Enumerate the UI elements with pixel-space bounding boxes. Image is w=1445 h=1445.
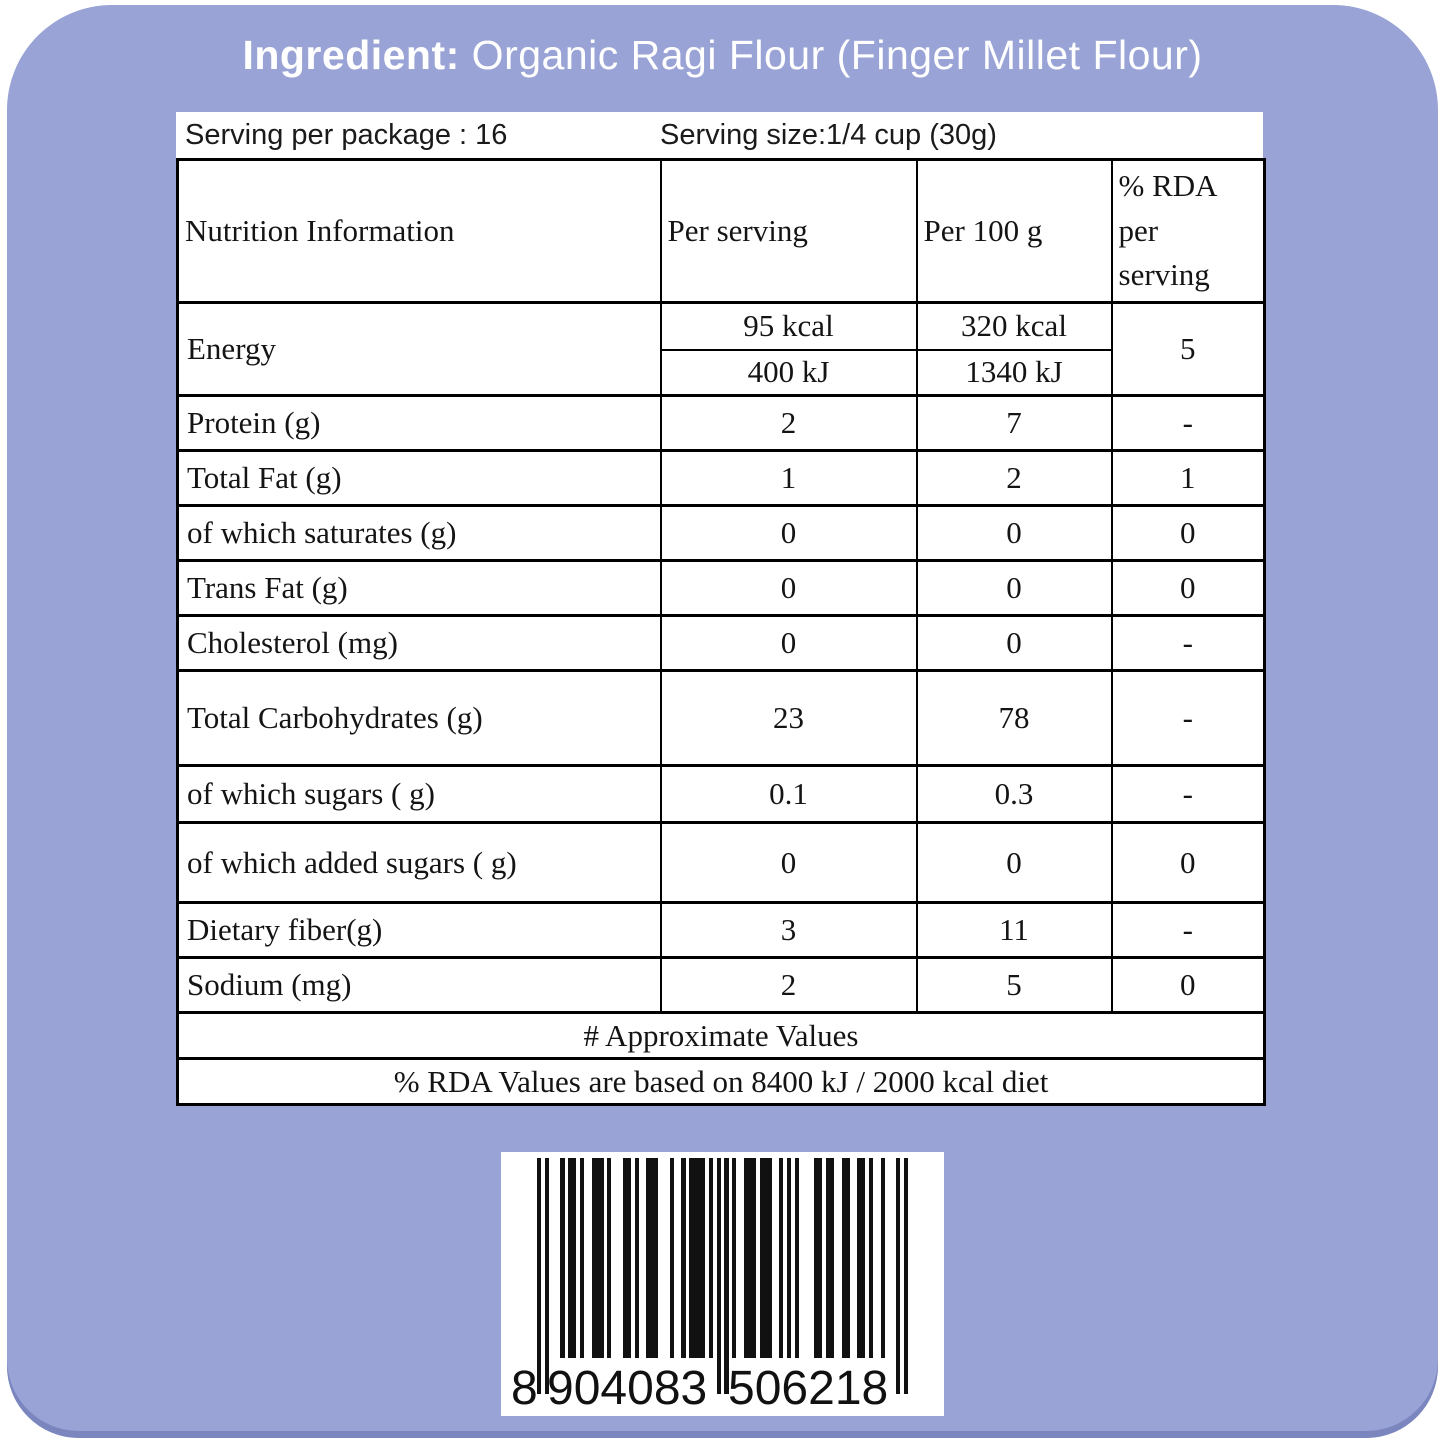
nutrition-table: Nutrition Information Per serving Per 10… xyxy=(176,158,1266,1106)
footnote-approximate-values: # Approximate Values xyxy=(176,1011,1266,1060)
row-per-100g: 11 xyxy=(915,901,1113,959)
row-per-100g: 0 xyxy=(915,559,1113,617)
row-per-100g: 0 xyxy=(915,504,1113,562)
row-rda: - xyxy=(1110,394,1266,452)
row-label: Trans Fat (g) xyxy=(176,559,662,617)
table-row-sugars: of which sugars ( g) 0.1 0.3 - xyxy=(176,764,1266,824)
row-label: of which saturates (g) xyxy=(176,504,662,562)
row-rda: - xyxy=(1110,614,1266,672)
table-footnote-approximate: # Approximate Values xyxy=(176,1011,1266,1060)
row-label: Cholesterol (mg) xyxy=(176,614,662,672)
row-per-100g: 5 xyxy=(915,956,1113,1014)
table-row-sodium: Sodium (mg) 2 5 0 xyxy=(176,956,1266,1014)
row-label: Total Carbohydrates (g) xyxy=(176,669,662,767)
col-header-per-100g: Per 100 g xyxy=(915,158,1113,304)
table-row-saturates: of which saturates (g) 0 0 0 xyxy=(176,504,1266,562)
row-per-serving: 1 xyxy=(659,449,918,507)
energy-label: Energy xyxy=(176,301,662,397)
energy-kcal-serving: 95 kcal xyxy=(659,301,918,351)
energy-kcal-100g: 320 kcal xyxy=(915,301,1113,351)
row-rda: 0 xyxy=(1110,821,1266,904)
table-row-total-carbohydrates: Total Carbohydrates (g) 23 78 - xyxy=(176,669,1266,767)
row-label: Sodium (mg) xyxy=(176,956,662,1014)
barcode-bars xyxy=(537,1158,909,1394)
row-per-serving: 0.1 xyxy=(659,764,918,824)
footnote-rda-basis: % RDA Values are based on 8400 kJ / 2000… xyxy=(176,1057,1266,1106)
table-row-energy-kj: 400 kJ 1340 kJ xyxy=(178,348,1265,397)
col-header-rda: % RDA per serving xyxy=(1110,158,1266,304)
table-row-energy-kcal: Energy 95 kcal 320 kcal 5 xyxy=(176,301,1266,397)
row-label: Total Fat (g) xyxy=(176,449,662,507)
serving-size: Serving size:1/4 cup (30g) xyxy=(660,118,997,151)
col-header-nutrition-information: Nutrition Information xyxy=(176,158,662,304)
table-footnote-rda: % RDA Values are based on 8400 kJ / 2000… xyxy=(176,1057,1266,1106)
row-per-serving: 0 xyxy=(659,821,918,904)
row-per-serving: 3 xyxy=(659,901,918,959)
row-rda: 1 xyxy=(1110,449,1266,507)
row-per-serving: 0 xyxy=(659,614,918,672)
serving-per-package: Serving per package : 16 xyxy=(185,118,508,151)
row-per-100g: 78 xyxy=(915,669,1113,767)
table-row-protein: Protein (g) 2 7 - xyxy=(176,394,1266,452)
table-row-trans-fat: Trans Fat (g) 0 0 0 xyxy=(176,559,1266,617)
serving-info-strip: Serving per package : 16 Serving size:1/… xyxy=(176,112,1263,158)
row-per-serving: 0 xyxy=(659,559,918,617)
energy-rda: 5 xyxy=(1110,301,1266,397)
table-row-total-fat: Total Fat (g) 1 2 1 xyxy=(176,449,1266,507)
table-row-cholesterol: Cholesterol (mg) 0 0 - xyxy=(176,614,1266,672)
ingredient-label: Ingredient: xyxy=(242,32,460,78)
energy-kj-100g: 1340 kJ xyxy=(915,348,1113,397)
row-label: of which added sugars ( g) xyxy=(176,821,662,904)
row-per-100g: 0.3 xyxy=(915,764,1113,824)
row-rda: - xyxy=(1110,901,1266,959)
row-per-serving: 23 xyxy=(659,669,918,767)
row-per-100g: 0 xyxy=(915,614,1113,672)
row-rda: - xyxy=(1110,669,1266,767)
row-per-100g: 7 xyxy=(915,394,1113,452)
barcode-left-digit: 8 xyxy=(511,1362,538,1415)
row-label: Dietary fiber(g) xyxy=(176,901,662,959)
row-per-100g: 2 xyxy=(915,449,1113,507)
table-row-dietary-fiber: Dietary fiber(g) 3 11 - xyxy=(176,901,1266,959)
energy-kj-serving: 400 kJ xyxy=(659,348,918,397)
row-per-serving: 2 xyxy=(659,956,918,1014)
row-rda: 0 xyxy=(1110,504,1266,562)
table-row-added-sugars: of which added sugars ( g) 0 0 0 xyxy=(176,821,1266,904)
row-label: Protein (g) xyxy=(176,394,662,452)
row-per-100g: 0 xyxy=(915,821,1113,904)
row-per-serving: 0 xyxy=(659,504,918,562)
row-per-serving: 2 xyxy=(659,394,918,452)
row-label: of which sugars ( g) xyxy=(176,764,662,824)
row-rda: 0 xyxy=(1110,956,1266,1014)
col-header-per-serving: Per serving xyxy=(659,158,918,304)
row-rda: - xyxy=(1110,764,1266,824)
page-title: Ingredient: Organic Ragi Flour (Finger M… xyxy=(0,32,1445,79)
table-header-row: Nutrition Information Per serving Per 10… xyxy=(176,158,1266,304)
row-rda: 0 xyxy=(1110,559,1266,617)
ingredient-value: Organic Ragi Flour (Finger Millet Flour) xyxy=(459,32,1203,78)
